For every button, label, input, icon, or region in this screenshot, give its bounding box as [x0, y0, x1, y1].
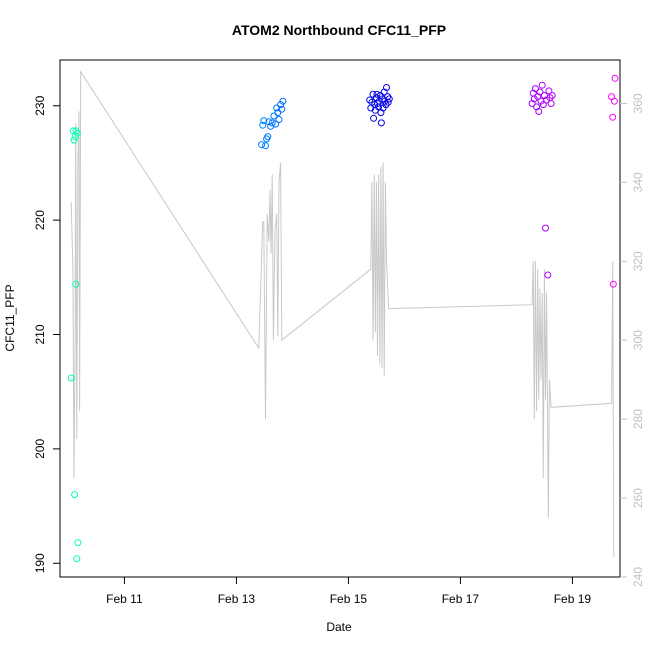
- data-point: [370, 114, 378, 122]
- data-point: [611, 74, 619, 82]
- data-point: [384, 98, 392, 106]
- plot-frame: [59, 59, 621, 578]
- data-point: [366, 96, 374, 104]
- y-right-tick-label: 300: [631, 330, 645, 350]
- data-point: [610, 97, 618, 105]
- data-point: [536, 88, 544, 96]
- data-point: [270, 112, 278, 120]
- y-right-tick-label: 260: [631, 488, 645, 508]
- y-right-tick-label: 240: [631, 567, 645, 587]
- data-point: [67, 374, 75, 382]
- x-tick-label: Feb 19: [554, 592, 592, 606]
- data-point: [268, 119, 276, 127]
- x-tick-label: Feb 13: [218, 592, 256, 606]
- data-point: [531, 85, 539, 93]
- data-point: [548, 92, 556, 99]
- data-point: [609, 113, 617, 121]
- data-point: [73, 129, 81, 137]
- data-point: [262, 142, 269, 150]
- y-right-tick-label: 340: [631, 172, 645, 192]
- x-axis-label: Date: [326, 620, 352, 634]
- y-axis-right: 240 260 280 300 320 340 360: [620, 93, 645, 587]
- data-point: [70, 136, 78, 144]
- data-point: [73, 555, 81, 563]
- y-tick-label: 220: [33, 210, 47, 230]
- data-point: [259, 121, 267, 129]
- y-tick-label: 230: [33, 95, 47, 115]
- y-right-tick-label: 280: [631, 409, 645, 429]
- data-point: [373, 90, 381, 98]
- data-point: [382, 101, 390, 109]
- data-point: [377, 119, 385, 127]
- data-point: [609, 280, 617, 288]
- data-point: [538, 81, 546, 89]
- data-point: [275, 116, 283, 123]
- data-point: [274, 109, 282, 117]
- chart-title: ATOM2 Northbound CFC11_PFP: [232, 22, 446, 38]
- y-axis-label: CFC11_PFP: [3, 284, 17, 351]
- x-tick-label: Feb 15: [330, 592, 368, 606]
- series-line: [70, 70, 615, 558]
- y-tick-label: 210: [33, 324, 47, 344]
- data-point: [547, 100, 555, 107]
- data-point: [535, 108, 543, 115]
- x-tick-label: Feb 11: [106, 592, 143, 606]
- data-point: [544, 271, 552, 279]
- data-point: [279, 97, 287, 105]
- points-layer: [67, 74, 619, 563]
- data-point: [264, 133, 272, 141]
- data-point: [385, 95, 393, 103]
- data-point: [545, 87, 553, 95]
- data-point: [260, 117, 268, 125]
- line-layer: [70, 70, 615, 558]
- data-point: [278, 105, 286, 113]
- data-point: [72, 280, 80, 288]
- data-point: [74, 539, 82, 547]
- y-right-tick-label: 320: [631, 251, 645, 271]
- data-point: [265, 118, 273, 126]
- data-point: [539, 101, 547, 109]
- data-point: [272, 120, 280, 128]
- data-point: [273, 104, 281, 112]
- y-tick-label: 190: [33, 553, 47, 573]
- y-tick-label: 200: [33, 439, 47, 459]
- y-right-tick-label: 360: [631, 93, 645, 113]
- x-axis: Feb 11 Feb 13 Feb 15 Feb 17 Feb 19: [106, 577, 591, 606]
- data-point: [71, 491, 79, 499]
- data-point: [383, 84, 390, 91]
- x-tick-label: Feb 17: [442, 592, 480, 606]
- data-point: [258, 141, 266, 149]
- y-axis-left: 190 200 210 220 230: [33, 95, 60, 573]
- data-point: [542, 224, 549, 232]
